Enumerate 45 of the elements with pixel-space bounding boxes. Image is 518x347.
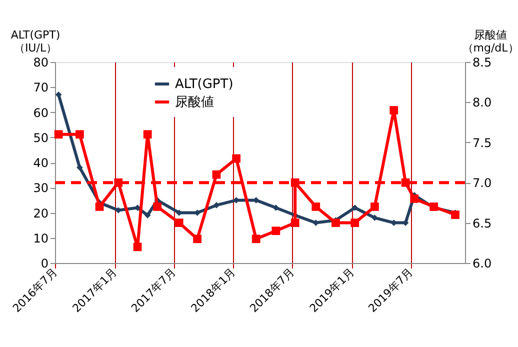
point bbox=[76, 130, 84, 139]
y2-tick-label: 6.0 bbox=[472, 256, 492, 270]
point bbox=[143, 130, 152, 139]
y2-tick-label: 7.5 bbox=[472, 136, 492, 150]
y2-axis-title: 尿酸値（mg/dL） bbox=[462, 28, 518, 54]
point bbox=[55, 92, 62, 98]
y-axis-title: ALT(GPT) （IU/L） bbox=[10, 28, 60, 54]
point bbox=[153, 202, 162, 211]
y2-tick-label: 6.5 bbox=[472, 216, 492, 230]
point bbox=[312, 202, 320, 211]
y-tick-label: 20 bbox=[33, 206, 48, 220]
y2-tick-label: 8.5 bbox=[472, 56, 492, 70]
point bbox=[272, 204, 280, 211]
point bbox=[144, 212, 151, 218]
point bbox=[390, 106, 398, 114]
point bbox=[54, 130, 63, 139]
y-tick-label: 30 bbox=[33, 181, 48, 196]
point bbox=[252, 234, 260, 244]
y-tick-label: 10 bbox=[33, 231, 48, 246]
point bbox=[213, 202, 220, 208]
point bbox=[272, 226, 280, 236]
y-tick-label: 0 bbox=[40, 256, 48, 270]
point bbox=[232, 154, 240, 163]
legend-label: 尿酸値 bbox=[175, 95, 214, 110]
y-tick-label: 60 bbox=[33, 106, 48, 120]
y2-tick-label: 8.0 bbox=[472, 96, 492, 110]
point bbox=[193, 234, 202, 244]
point bbox=[370, 202, 379, 211]
point bbox=[174, 218, 184, 227]
y-tick-label: 50 bbox=[33, 130, 48, 145]
point bbox=[95, 202, 104, 211]
y-tick-label: 70 bbox=[33, 80, 48, 95]
point bbox=[212, 170, 221, 179]
point bbox=[352, 204, 358, 211]
point bbox=[133, 242, 142, 252]
point bbox=[290, 218, 300, 227]
legend-label: ALT(GPT) bbox=[175, 77, 234, 92]
y-tick-label: 40 bbox=[33, 156, 48, 170]
y-tick-label: 80 bbox=[33, 56, 48, 70]
point bbox=[350, 218, 360, 227]
point bbox=[410, 194, 419, 203]
y2-tick-label: 7.0 bbox=[472, 176, 492, 190]
point bbox=[332, 218, 340, 227]
point bbox=[76, 164, 83, 171]
point bbox=[451, 210, 460, 219]
